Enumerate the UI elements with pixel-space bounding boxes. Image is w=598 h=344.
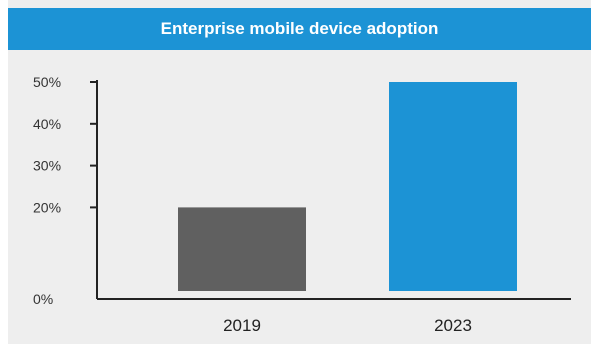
chart-plot: 0% 20% 30% 40% 50% 2019 2023 [33, 74, 571, 335]
y-tick-label: 20% [33, 199, 61, 215]
chart-figure: Enterprise mobile device adoption 0% 20% 3… [8, 0, 591, 344]
bar-2023 [389, 82, 517, 291]
bar-layer [178, 82, 517, 291]
chart-title: Enterprise mobile device adoption [8, 8, 591, 50]
x-tick-label: 2019 [223, 316, 261, 335]
label-layer: 0% 20% 30% 40% 50% 2019 2023 [33, 74, 472, 335]
y-tick-label: 30% [33, 158, 61, 174]
axis-layer [90, 80, 571, 300]
y-tick-label: 50% [33, 74, 61, 90]
x-tick-label: 2023 [434, 316, 472, 335]
bar-2019 [178, 207, 306, 291]
y-tick-label: 0% [33, 291, 53, 307]
y-tick-label: 40% [33, 116, 61, 132]
